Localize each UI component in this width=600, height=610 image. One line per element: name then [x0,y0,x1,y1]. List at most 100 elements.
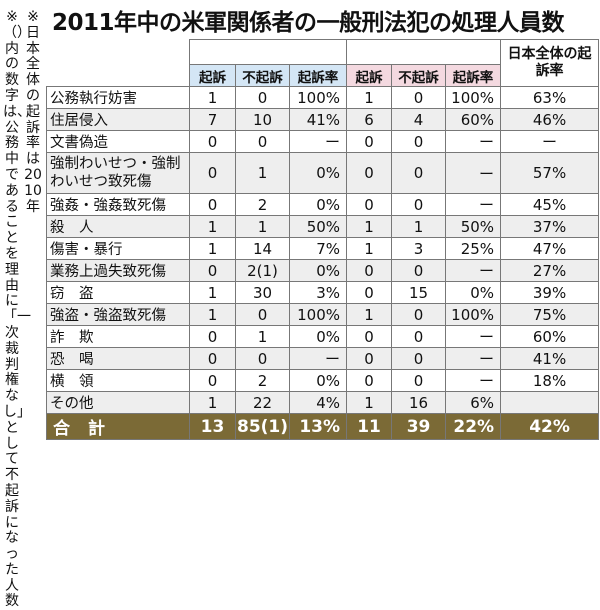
header-rate: 起訴率 [288,64,348,87]
okinawa-not-indicted-cell: 0 [391,152,447,194]
okinawa-indicted-cell: 0 [346,369,393,392]
crime-table: 全国 沖縄 日本全体の起訴率 起訴 不起訴 起訴率 起訴 不起訴 起訴率 公務執… [46,39,600,440]
okinawa-not-indicted-cell: 4 [391,108,447,131]
crime-cell: 横 領 [46,369,190,392]
nationwide-indicted-cell: 0 [189,152,236,194]
crime-cell: 詐 欺 [46,325,190,348]
okinawa-indicted-cell: 11 [346,413,393,440]
nationwide-indicted-cell: 1 [189,215,236,238]
crime-cell: 恐 喝 [46,347,190,370]
crime-cell: 住居侵入 [46,108,190,131]
okinawa-not-indicted-cell: 0 [391,325,447,348]
crime-cell: 公務執行妨害 [46,86,190,109]
nationwide-indicted-cell: 0 [189,259,236,282]
japan-rate-cell: 47% [500,237,600,260]
okinawa-indicted-cell: 1 [346,391,393,414]
table-row: 窃 盗 1 30 3% 0 15 0% 39% [46,281,600,304]
japan-rate-cell: 18% [500,369,600,392]
okinawa-rate-cell: ー [445,130,502,153]
okinawa-not-indicted-cell: 0 [391,347,447,370]
nationwide-indicted-cell: 1 [189,86,236,109]
nationwide-rate-cell: 41% [288,108,348,131]
okinawa-rate-cell: 0% [445,281,502,304]
okinawa-not-indicted-cell: 39 [391,413,447,440]
header-nationwide: 全国 [188,39,348,65]
nationwide-rate-cell: 13% [288,413,348,440]
okinawa-rate-cell: 60% [445,108,502,131]
okinawa-not-indicted-cell: 1 [391,215,447,238]
japan-rate-cell: 45% [500,193,600,216]
nationwide-not-indicted-cell: 2 [235,193,290,216]
footnote-japan-rate: ※日本全体の起訴率は2010年 [24,9,42,215]
okinawa-indicted-cell: 0 [346,130,393,153]
nationwide-indicted-cell: 1 [189,303,236,326]
nationwide-indicted-cell: 0 [189,193,236,216]
crime-cell: 文書偽造 [46,130,190,153]
crime-cell: 強姦・強姦致死傷 [46,193,190,216]
japan-rate-cell: 41% [500,347,600,370]
nationwide-not-indicted-cell: 14 [235,237,290,260]
okinawa-indicted-cell: 1 [346,237,393,260]
nationwide-not-indicted-cell: 0 [235,347,290,370]
table-row: 横 領 0 2 0% 0 0 ー 18% [46,369,600,392]
crime-cell: 強盗・強盗致死傷 [46,303,190,326]
nationwide-indicted-cell: 1 [189,391,236,414]
okinawa-indicted-cell: 0 [346,193,393,216]
japan-rate-cell: 27% [500,259,600,282]
okinawa-not-indicted-cell: 0 [391,86,447,109]
japan-rate-cell: 60% [500,325,600,348]
table-row: 強盗・強盗致死傷 1 0 100% 1 0 100% 75% [46,303,600,326]
okinawa-not-indicted-cell: 0 [391,369,447,392]
okinawa-not-indicted-cell: 16 [391,391,447,414]
nationwide-indicted-cell: 1 [189,281,236,304]
japan-rate-cell: 39% [500,281,600,304]
table-row: 公務執行妨害 1 0 100% 1 0 100% 63% [46,86,600,109]
header-rate: 起訴率 [445,64,502,87]
nationwide-rate-cell: 100% [288,303,348,326]
okinawa-rate-cell: 25% [445,237,502,260]
okinawa-indicted-cell: 0 [346,281,393,304]
crime-cell: 窃 盗 [46,281,190,304]
japan-rate-cell: 46% [500,108,600,131]
table-row: 傷害・暴行 1 14 7% 1 3 25% 47% [46,237,600,260]
okinawa-rate-cell: ー [445,347,502,370]
japan-rate-cell: 63% [500,86,600,109]
page-title: 2011年中の米軍関係者の一般刑法犯の処理人員数 [52,10,565,36]
okinawa-not-indicted-cell: 0 [391,259,447,282]
header-okinawa: 沖縄 [346,39,502,65]
total-row: 合計 13 85(1) 13% 11 39 22% 42% [46,413,600,440]
table-row: 文書偽造 0 0 ー 0 0 ーー [46,130,600,153]
nationwide-not-indicted-cell: 1 [235,215,290,238]
footnote-parenthesis: ※（）内の数字は、公務中であることを理由に「一次裁判権なし」として不起訴になった… [3,9,31,610]
nationwide-rate-cell: 3% [288,281,348,304]
header-indicted: 起訴 [189,64,236,87]
nationwide-not-indicted-cell: 30 [235,281,290,304]
table-body: 公務執行妨害 1 0 100% 1 0 100% 63% 住居侵入 7 10 41% 6 4 60% 46% 文… [46,86,600,440]
nationwide-indicted-cell: 13 [189,413,236,440]
nationwide-not-indicted-cell: 85(1) [235,413,290,440]
crime-cell: 業務上過失致死傷 [46,259,190,282]
japan-rate-cell: 37% [500,215,600,238]
japan-rate-cell: ー [500,130,600,153]
nationwide-not-indicted-cell: 1 [235,325,290,348]
nationwide-rate-cell: ー [288,130,348,153]
nationwide-rate-cell: 7% [288,237,348,260]
nationwide-rate-cell: ー [288,347,348,370]
nationwide-indicted-cell: 0 [189,369,236,392]
nationwide-not-indicted-cell: 22 [235,391,290,414]
nationwide-indicted-cell: 7 [189,108,236,131]
table-row: 詐 欺 0 1 0% 0 0 ー 60% [46,325,600,348]
japan-rate-cell: 75% [500,303,600,326]
nationwide-not-indicted-cell: 0 [235,303,290,326]
table-row: 恐 喝 0 0 ー 0 0 ー 41% [46,347,600,370]
okinawa-rate-cell: ー [445,325,502,348]
table-row: 強姦・強姦致死傷 0 2 0% 0 0 ー 45% [46,193,600,216]
okinawa-rate-cell: 50% [445,215,502,238]
header-corner [46,39,190,87]
nationwide-rate-cell: 0% [288,193,348,216]
table-row: 住居侵入 7 10 41% 6 4 60% 46% [46,108,600,131]
okinawa-rate-cell: ー [445,369,502,392]
okinawa-indicted-cell: 1 [346,86,393,109]
table-row: 殺 人 1 1 50% 1 1 50% 37% [46,215,600,238]
okinawa-indicted-cell: 1 [346,215,393,238]
